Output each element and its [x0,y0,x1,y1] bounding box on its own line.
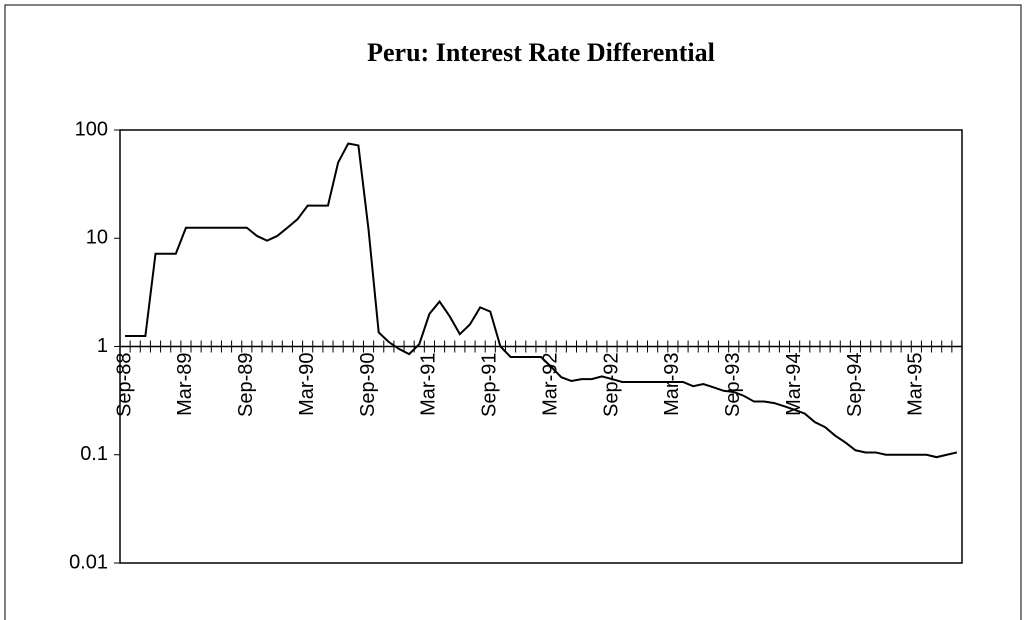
x-tick-label: Mar-90 [296,353,318,416]
x-tick-label: Sep-94 [844,353,866,418]
chart-title: Peru: Interest Rate Differential [367,38,715,67]
x-tick-label: Sep-88 [113,353,135,418]
y-tick-label: 1 [97,335,108,357]
x-tick-label: Sep-90 [357,353,379,418]
x-tick-label: Sep-91 [479,353,501,418]
data-line [125,142,958,459]
x-tick-label: Mar-94 [783,353,805,416]
x-tick-label: Sep-89 [235,353,257,418]
x-tick-label: Mar-89 [174,353,196,416]
x-tick-label: Sep-93 [722,353,744,418]
x-tick-label: Mar-95 [905,353,927,416]
x-tick-label: Mar-93 [661,353,683,416]
x-tick-label: Sep-92 [600,353,622,418]
x-tick-label: Mar-91 [418,353,440,416]
x-tick-label: Mar-92 [539,353,561,416]
y-tick-label: 0.01 [69,551,108,573]
chart-border [4,4,1022,620]
y-tick-label: 10 [86,227,108,249]
y-tick-label: 100 [75,118,108,140]
y-tick-label: 0.1 [80,443,108,465]
